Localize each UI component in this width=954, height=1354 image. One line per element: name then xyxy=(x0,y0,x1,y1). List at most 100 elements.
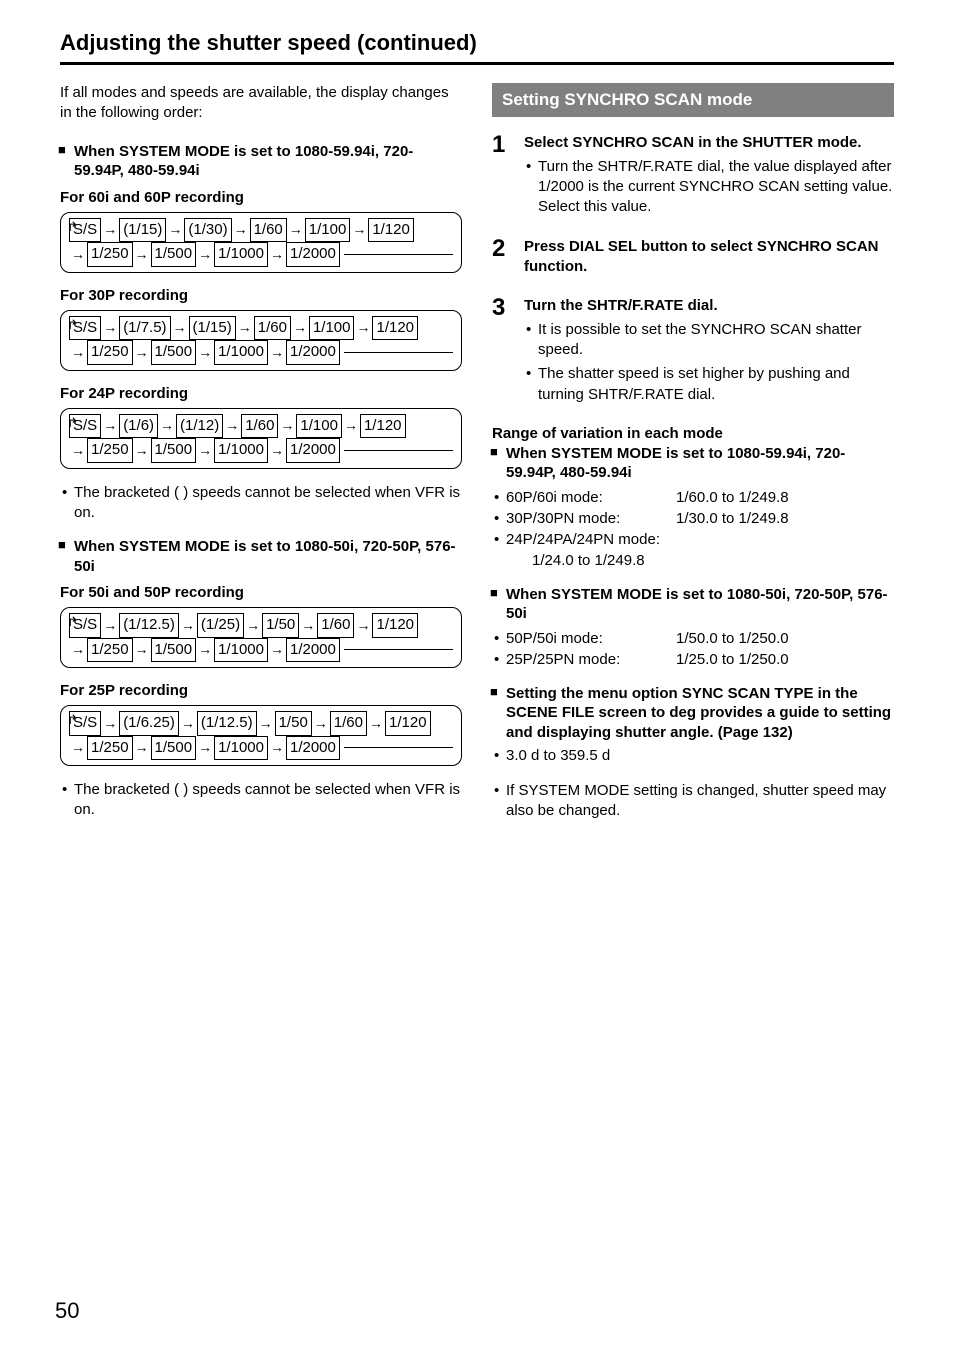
chain-cell: 1/500 xyxy=(151,638,197,663)
arrow-icon: → xyxy=(135,737,149,758)
chain-cell: (1/12.5) xyxy=(119,613,179,638)
arrow-icon: → xyxy=(352,219,366,240)
arrow-icon: → xyxy=(198,440,212,461)
arrow-icon: → xyxy=(103,615,117,636)
step-bullet: It is possible to set the SYNCHRO SCAN s… xyxy=(538,320,894,361)
step-title: Turn the SHTR/F.RATE dial. xyxy=(524,296,894,316)
mode-row: 25P/25PN mode: 1/25.0 to 1/250.0 xyxy=(506,649,894,670)
chain-cell: 1/1000 xyxy=(214,242,268,267)
chain-60i: ↱ S/S→ (1/15)→ (1/30)→ 1/60→ 1/100→ 1/12… xyxy=(60,212,462,273)
chain-cell: (1/12.5) xyxy=(197,711,257,736)
chain-tail-line xyxy=(344,352,453,353)
chain-cell: 1/2000 xyxy=(286,438,340,463)
arrow-icon: → xyxy=(198,737,212,758)
chain-cell: 1/120 xyxy=(372,316,418,341)
chain-cell: 1/250 xyxy=(87,242,133,267)
arrow-icon: → xyxy=(246,615,260,636)
arrow-icon: → xyxy=(135,244,149,265)
arrow-icon: → xyxy=(369,713,383,734)
step-3: 3 Turn the SHTR/F.RATE dial. It is possi… xyxy=(492,296,894,409)
chain-cell: 1/500 xyxy=(151,340,197,365)
chain-cell: 1/60 xyxy=(254,316,291,341)
step-number: 1 xyxy=(492,133,510,221)
chain-cell: 1/50 xyxy=(262,613,299,638)
arrow-icon: → xyxy=(135,342,149,363)
chain-cell: 1/1000 xyxy=(214,736,268,761)
arrow-icon: → xyxy=(356,317,370,338)
sub-30p: For 30P recording xyxy=(60,287,462,304)
arrow-icon: → xyxy=(71,737,85,758)
chain-cell: 1/250 xyxy=(87,736,133,761)
group-b-note: The bracketed ( ) speeds cannot be selec… xyxy=(74,780,462,821)
arrow-icon: → xyxy=(103,713,117,734)
arrow-icon: → xyxy=(270,639,284,660)
arrow-icon: → xyxy=(314,713,328,734)
chain-cell: 1/500 xyxy=(151,242,197,267)
chain-cell: 1/2000 xyxy=(286,242,340,267)
mode-row: 24P/24PA/24PN mode: xyxy=(506,529,894,550)
arrow-icon: → xyxy=(356,615,370,636)
sync-scan-heading: Setting the menu option SYNC SCAN TYPE i… xyxy=(506,684,894,743)
chain-cell: 1/50 xyxy=(275,711,312,736)
chain-tail-line xyxy=(344,450,453,451)
chain-cell: 1/120 xyxy=(360,414,406,439)
step-bullet: The shatter speed is set higher by pushi… xyxy=(538,364,894,405)
arrow-icon: → xyxy=(270,440,284,461)
arrow-icon: → xyxy=(259,713,273,734)
chain-cell: 1/2000 xyxy=(286,340,340,365)
mode-label: 60P/60i mode: xyxy=(506,487,676,508)
arrow-icon: → xyxy=(234,219,248,240)
chain-cell: 1/2000 xyxy=(286,638,340,663)
chain-tail-line xyxy=(344,649,453,650)
arrow-icon: → xyxy=(198,342,212,363)
chain-cell: (1/7.5) xyxy=(119,316,170,341)
chain-cell: (1/30) xyxy=(184,218,231,243)
arrow-icon: → xyxy=(71,244,85,265)
chain-cell: 1/1000 xyxy=(214,340,268,365)
chain-cell: 1/60 xyxy=(317,613,354,638)
chain-30p: ↱ S/S→ (1/7.5)→ (1/15)→ 1/60→ 1/100→ 1/1… xyxy=(60,310,462,371)
mode-value xyxy=(676,529,894,550)
foot-note: If SYSTEM MODE setting is changed, shutt… xyxy=(506,781,894,822)
chain-lead-arrow-icon: ↱ xyxy=(67,413,78,433)
chain-cell: (1/12) xyxy=(176,414,223,439)
arrow-icon: → xyxy=(270,342,284,363)
arrow-icon: → xyxy=(280,415,294,436)
arrow-icon: → xyxy=(181,713,195,734)
chain-cell: 1/250 xyxy=(87,340,133,365)
arrow-icon: → xyxy=(344,415,358,436)
chain-cell: 1/120 xyxy=(368,218,414,243)
arrow-icon: → xyxy=(270,737,284,758)
page-title: Adjusting the shutter speed (continued) xyxy=(60,30,894,56)
arrow-icon: → xyxy=(71,440,85,461)
chain-cell: 1/60 xyxy=(330,711,367,736)
chain-cell: 1/100 xyxy=(309,316,355,341)
arrow-icon: → xyxy=(103,415,117,436)
chain-cell: 1/120 xyxy=(385,711,431,736)
chain-tail-line xyxy=(344,747,453,748)
mode-value: 1/50.0 to 1/250.0 xyxy=(676,628,894,649)
group-a-note: The bracketed ( ) speeds cannot be selec… xyxy=(74,483,462,524)
chain-lead-arrow-icon: ↱ xyxy=(67,217,78,237)
step-number: 3 xyxy=(492,296,510,409)
arrow-icon: → xyxy=(293,317,307,338)
section-banner: Setting SYNCHRO SCAN mode xyxy=(492,83,894,117)
sub-60i: For 60i and 60P recording xyxy=(60,189,462,206)
chain-cell: 1/60 xyxy=(241,414,278,439)
chain-cell: 1/500 xyxy=(151,736,197,761)
arrow-icon: → xyxy=(301,615,315,636)
chain-cell: (1/25) xyxy=(197,613,244,638)
group-b-heading: When SYSTEM MODE is set to 1080-50i, 720… xyxy=(74,537,462,576)
arrow-icon: → xyxy=(198,639,212,660)
chain-lead-arrow-icon: ↱ xyxy=(67,710,78,730)
arrow-icon: → xyxy=(173,317,187,338)
chain-cell: 1/100 xyxy=(296,414,342,439)
step-bullet: Turn the SHTR/F.RATE dial, the value dis… xyxy=(538,157,894,218)
intro-text: If all modes and speeds are available, t… xyxy=(60,83,462,124)
sub-24p: For 24P recording xyxy=(60,385,462,402)
arrow-icon: → xyxy=(71,639,85,660)
arrow-icon: → xyxy=(238,317,252,338)
mode-value: 1/60.0 to 1/249.8 xyxy=(676,487,894,508)
mode-value: 1/30.0 to 1/249.8 xyxy=(676,508,894,529)
chain-25p: ↱ S/S→ (1/6.25)→ (1/12.5)→ 1/50→ 1/60→ 1… xyxy=(60,705,462,766)
